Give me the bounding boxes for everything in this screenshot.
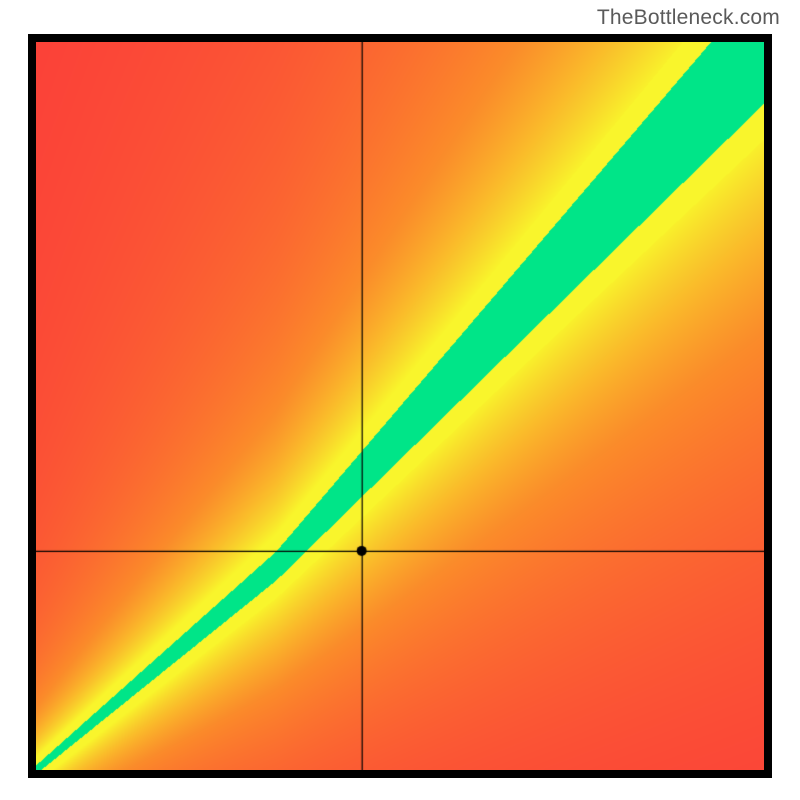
heatmap-canvas: [36, 42, 764, 770]
watermark-text: TheBottleneck.com: [597, 6, 780, 30]
chart-container: TheBottleneck.com: [0, 0, 800, 800]
plot-area: [36, 42, 764, 770]
plot-frame: [28, 34, 772, 778]
